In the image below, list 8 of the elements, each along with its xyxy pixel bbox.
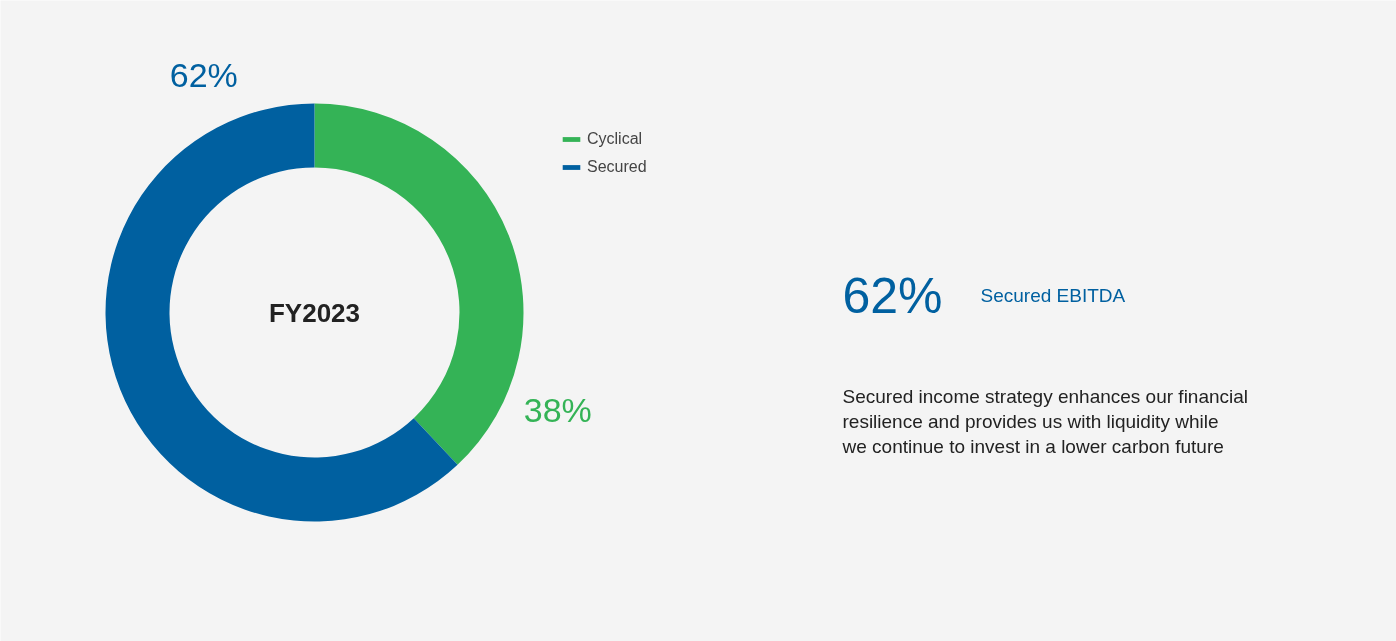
legend-label: Cyclical	[587, 130, 643, 148]
text: FY2023	[268, 297, 361, 328]
data-label: 62%	[169, 56, 238, 95]
text: 62%	[842, 267, 943, 324]
data-label: 38%	[523, 390, 592, 429]
legend-label: Secured	[587, 158, 647, 176]
text: Secured income strategy enhances our financial resilience and provides us with liquidity while we continue to invest in a lower carbon future	[841, 386, 1249, 457]
text: Secured EBITDA	[980, 285, 1126, 306]
